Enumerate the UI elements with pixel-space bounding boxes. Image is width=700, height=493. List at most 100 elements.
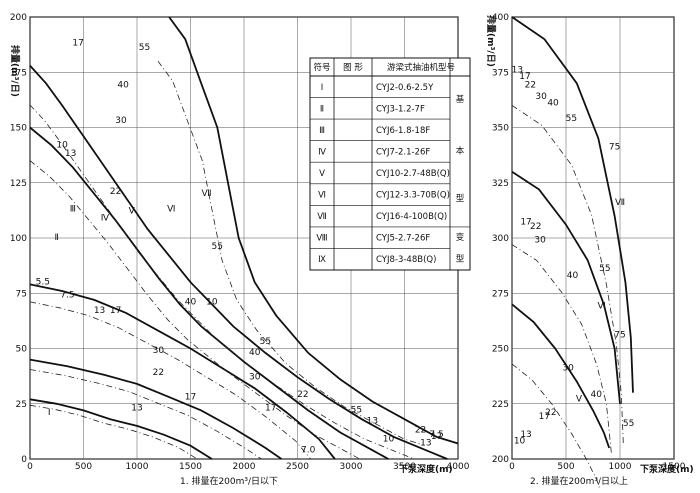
plot-label: 55: [599, 264, 610, 274]
legend-group-char: 型: [456, 254, 465, 264]
series-line-1: [29, 398, 213, 460]
plot-label: 17: [72, 39, 83, 49]
legend-model: CYJ7-2.1-26F: [376, 147, 430, 157]
legend-model: CYJ3-1.2-7F: [376, 104, 425, 114]
plot-label: Ⅱ: [55, 233, 59, 243]
plot-label: 30: [534, 235, 546, 245]
plot-label: 13: [420, 439, 431, 449]
plot-label: 22: [153, 368, 164, 378]
legend-symbol: Ⅴ: [319, 169, 325, 179]
plot-label: 17: [539, 412, 550, 422]
plot-label: 13: [65, 149, 76, 159]
plot-label: 7.0: [301, 445, 316, 455]
legend-symbol: Ⅳ: [318, 147, 326, 157]
y-tick-label: 325: [492, 179, 509, 189]
series-line-2: [29, 358, 283, 460]
y-tick-label: 300: [492, 234, 509, 244]
plot-label: 55: [623, 419, 634, 429]
y-tick-label: 200: [10, 13, 27, 23]
plot-label: 55: [212, 242, 223, 252]
y-tick-label: 0: [21, 455, 27, 465]
contour-line-1: [511, 105, 624, 444]
contour-line-6: [157, 60, 424, 446]
x-tick-label: 1000: [126, 462, 149, 472]
plot-label: 40: [185, 297, 197, 307]
plot-label: 7.5: [429, 430, 443, 440]
plot-label: 40: [567, 271, 579, 281]
contour-line-2: [29, 369, 262, 460]
series-line-5: [29, 64, 448, 460]
plot-label: 22: [297, 390, 308, 400]
y-tick-label: 25: [16, 400, 27, 410]
y-tick-label: 150: [10, 124, 27, 134]
contour-line-1: [29, 404, 198, 460]
series-line-3: [29, 283, 336, 460]
plot-label: 30: [249, 372, 261, 382]
plot-label: 75: [614, 330, 625, 340]
plot-label: 22: [525, 81, 536, 91]
x-tick-label: 500: [557, 462, 574, 472]
plot-label: 17: [265, 403, 276, 413]
x-tick-label: 1500: [179, 462, 202, 472]
y-tick-label: 50: [16, 345, 28, 355]
plot-label: 40: [117, 81, 129, 91]
x-tick-label: 2500: [286, 462, 309, 472]
x-tick-label: 4000: [447, 462, 470, 472]
legend-model: CYJ12-3.3-70B(Q): [376, 191, 450, 201]
series-line-1: [511, 16, 634, 393]
right-xlabel: 下泵深度(m): [640, 463, 694, 475]
plot-label: Ⅴ: [129, 207, 136, 217]
plot-label: 55: [566, 114, 577, 124]
legend-model: CYJ16-4-100B(Q): [376, 212, 447, 222]
y-tick-label: 200: [492, 455, 509, 465]
legend-header-shape: 图 形: [343, 63, 363, 73]
legend-symbol: Ⅱ: [320, 104, 324, 114]
legend-frame: [309, 57, 471, 271]
series-line-6: [168, 16, 459, 445]
plot-label: 22: [545, 408, 556, 418]
left-xlabel: 下泵深度(m): [399, 463, 453, 475]
legend-group-char: 基: [456, 94, 465, 105]
plot-label: 10: [514, 437, 526, 447]
y-tick-label: 125: [10, 179, 27, 189]
y-tick-label: 225: [492, 400, 509, 410]
contour-line-3: [511, 363, 602, 493]
series-line-3: [511, 303, 611, 449]
legend-model: CYJ8-3-48B(Q): [376, 255, 436, 265]
plot-label: 7.5: [60, 291, 74, 301]
plot-label: 17: [520, 218, 531, 228]
legend-group-char: 本: [456, 146, 465, 157]
contour-line-2: [511, 244, 612, 454]
plot-label: 17: [519, 72, 530, 82]
legend-symbol: Ⅷ: [316, 234, 327, 244]
legend-model: CYJ2-0.6-2.5Y: [376, 83, 434, 93]
legend-table: 符号 图 形 游梁式抽油机型号 Ⅰ CYJ2-0.6-2.5Y Ⅱ CYJ3-1.2-7F Ⅲ…: [309, 57, 471, 271]
legend-group-char: 型: [456, 194, 465, 204]
x-tick-label: 2000: [233, 462, 256, 472]
legend-symbol: Ⅶ: [317, 212, 327, 222]
legend-symbol: Ⅲ: [319, 126, 325, 136]
plot-label: Ⅶ: [202, 189, 212, 199]
plot-label: 30: [562, 364, 574, 374]
contour-line-4: [29, 160, 360, 460]
x-tick-label: 0: [27, 462, 33, 472]
y-tick-label: 275: [492, 289, 509, 299]
plot-label: 22: [110, 187, 121, 197]
right-chart: ⅦⅥⅤ4030221713557522173040557530401722131…: [485, 13, 694, 493]
legend-model: CYJ6-1.8-18F: [376, 126, 430, 136]
plot-label: Ⅵ: [167, 204, 175, 214]
contour-line-3: [29, 301, 311, 460]
plot-label: 30: [535, 92, 547, 102]
plot-label: 40: [547, 98, 559, 108]
legend-symbol: Ⅰ: [321, 83, 324, 93]
y-tick-label: 250: [492, 345, 509, 355]
x-tick-label: 500: [75, 462, 92, 472]
legend-header-symbol: 符号: [313, 62, 330, 73]
plot-label: 17: [110, 306, 121, 316]
y-tick-label: 350: [492, 124, 509, 134]
x-tick-label: 1000: [609, 462, 632, 472]
plot-label: 22: [530, 222, 541, 232]
right-caption: 2. 排量在200m³/日以上: [530, 475, 628, 487]
